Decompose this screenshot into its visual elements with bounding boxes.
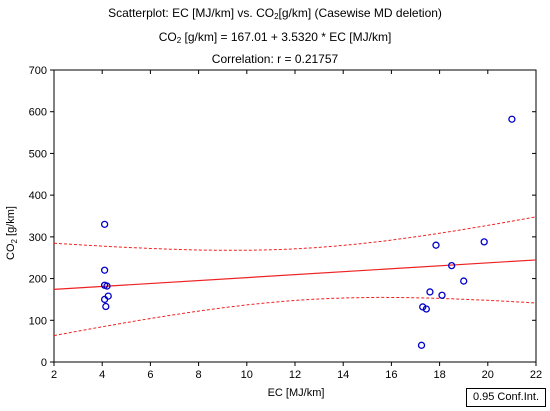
x-tick-label: 8 bbox=[196, 369, 202, 381]
equation-suffix: [g/km] = 167.01 + 3.5320 * EC [MJ/km] bbox=[181, 30, 392, 44]
x-tick-label: 16 bbox=[385, 369, 397, 381]
svg-text:CO2 [g/km]: CO2 [g/km] bbox=[5, 206, 19, 260]
x-tick-label: 2 bbox=[51, 369, 57, 381]
y-tick-label: 600 bbox=[29, 107, 47, 119]
x-axis-label: EC [MJ/km] bbox=[268, 387, 325, 399]
data-point bbox=[419, 303, 427, 311]
x-tick-label: 4 bbox=[99, 369, 105, 381]
x-tick-label: 20 bbox=[482, 369, 494, 381]
data-point bbox=[100, 295, 109, 304]
data-point bbox=[447, 261, 456, 270]
regression-equation: CO2 [g/km] = 167.01 + 3.5320 * EC [MJ/km… bbox=[0, 30, 550, 45]
data-point bbox=[422, 305, 430, 313]
data-point bbox=[438, 291, 446, 299]
data-point bbox=[426, 288, 434, 296]
data-point bbox=[104, 292, 112, 300]
x-tick-label: 22 bbox=[530, 369, 542, 381]
equation-sub: 2 bbox=[176, 36, 182, 45]
y-tick-label: 300 bbox=[29, 232, 47, 244]
y-tick-label: 400 bbox=[29, 190, 47, 202]
x-tick-label: 18 bbox=[433, 369, 445, 381]
x-tick-label: 10 bbox=[241, 369, 253, 381]
y-tick-label: 200 bbox=[29, 274, 47, 286]
confidence-interval-legend: 0.95 Conf.Int. bbox=[466, 388, 546, 407]
correlation-text: Correlation: r = 0.21757 bbox=[211, 52, 339, 66]
x-tick-label: 12 bbox=[289, 369, 301, 381]
x-tick-label: 6 bbox=[147, 369, 153, 381]
title-suffix: [g/km] (Casewise MD deletion) bbox=[278, 6, 442, 20]
data-point bbox=[103, 282, 111, 290]
data-point bbox=[460, 277, 468, 285]
plot-frame bbox=[53, 69, 537, 363]
data-point bbox=[508, 115, 516, 123]
y-tick-label: 700 bbox=[29, 65, 47, 77]
y-tick-label: 0 bbox=[41, 357, 47, 369]
data-point bbox=[100, 220, 109, 228]
upper-confidence-band bbox=[53, 216, 537, 251]
y-axis-label: CO2 [g/km] bbox=[5, 206, 19, 260]
data-point bbox=[417, 341, 426, 349]
chart-title: Scatterplot: EC [MJ/km] vs. CO2[g/km] (C… bbox=[0, 6, 550, 21]
equation-prefix: CO bbox=[158, 30, 177, 44]
y-tick-label: 100 bbox=[29, 315, 47, 327]
data-point bbox=[480, 238, 488, 246]
data-point bbox=[432, 241, 440, 249]
data-point bbox=[100, 266, 109, 274]
title-prefix: Scatterplot: EC [MJ/km] vs. CO bbox=[108, 6, 275, 20]
lower-confidence-band bbox=[53, 296, 537, 337]
data-point bbox=[102, 302, 110, 311]
regression-line bbox=[53, 259, 537, 290]
y-tick-label: 500 bbox=[29, 148, 47, 160]
x-tick-label: 14 bbox=[337, 369, 349, 381]
title-sub: 2 bbox=[274, 12, 279, 21]
